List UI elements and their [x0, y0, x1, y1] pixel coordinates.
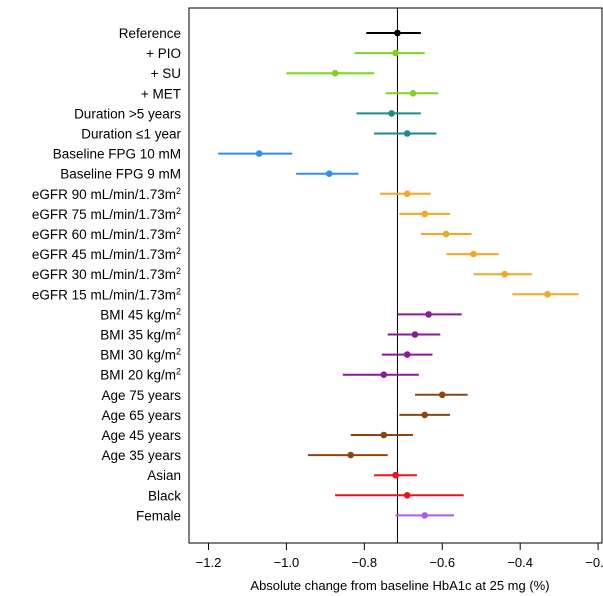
row-label-text: + MET	[141, 86, 181, 101]
point-estimate	[331, 69, 339, 77]
point-estimate	[421, 210, 429, 218]
point-estimate	[421, 411, 429, 419]
row-label: + SU	[151, 66, 181, 81]
row-label-text: Baseline FPG 9 mM	[60, 167, 181, 182]
point-estimate	[325, 170, 333, 177]
row-label: Duration >5 years	[74, 106, 181, 121]
row-label-text: Female	[136, 508, 181, 523]
row-label-text: BMI 45 kg/m	[100, 307, 176, 322]
point-estimate	[425, 311, 432, 318]
estimate-marks	[218, 29, 579, 519]
point-estimate	[442, 230, 450, 238]
row-label-text: Reference	[119, 26, 181, 41]
row-label: BMI 45 kg/m2	[100, 306, 181, 322]
x-tick-label: −0.4	[507, 555, 533, 570]
point-estimate	[411, 331, 419, 338]
row-label: Age 65 years	[101, 408, 181, 423]
row-label: BMI 30 kg/m2	[100, 347, 181, 363]
point-estimate	[403, 492, 411, 499]
row-label-text: eGFR 45 mL/min/1.73m	[32, 247, 176, 262]
point-estimate	[380, 431, 388, 439]
row-label-text: Asian	[147, 468, 181, 483]
row-label: Age 35 years	[101, 448, 181, 463]
row-label: BMI 35 kg/m2	[100, 327, 181, 343]
point-estimate	[394, 29, 401, 37]
row-label: Age 75 years	[101, 388, 181, 403]
row-label-text: Age 45 years	[101, 428, 181, 443]
row-label-text: Black	[148, 488, 181, 503]
row-labels: Reference + PIO + SU + MET Duration >5 years…	[32, 26, 182, 523]
row-label: + PIO	[146, 46, 181, 61]
row-label-superscript: 2	[176, 286, 181, 296]
point-estimate	[380, 371, 388, 379]
x-axis-title: Absolute change from baseline HbA1c at 2…	[250, 578, 549, 593]
row-label: eGFR 15 mL/min/1.73m2	[32, 286, 181, 302]
row-label-text: BMI 30 kg/m	[100, 348, 176, 363]
row-label-text: eGFR 30 mL/min/1.73m	[32, 267, 176, 282]
row-label-superscript: 2	[176, 246, 181, 256]
row-label-text: eGFR 60 mL/min/1.73m	[32, 227, 176, 242]
x-tick-label: −1.2	[196, 555, 222, 570]
row-label-superscript: 2	[176, 206, 181, 216]
row-label-text: + SU	[151, 66, 181, 81]
row-label-superscript: 2	[176, 367, 181, 377]
row-label-superscript: 2	[176, 226, 181, 236]
row-label: Age 45 years	[101, 428, 181, 443]
row-label-superscript: 2	[176, 186, 181, 196]
row-label-text: + PIO	[146, 46, 181, 61]
plot-frame	[188, 7, 603, 544]
point-estimate	[347, 451, 354, 459]
row-label: Reference	[119, 26, 181, 41]
row-label: BMI 20 kg/m2	[100, 367, 181, 383]
row-label-text: eGFR 75 mL/min/1.73m	[32, 207, 176, 222]
row-label: + MET	[141, 86, 181, 101]
x-axis: −1.2 −1.0 −0.8 −0.6 −0.4 −0.2	[196, 543, 603, 570]
row-label: eGFR 60 mL/min/1.73m2	[32, 226, 181, 242]
point-estimate	[409, 90, 417, 97]
point-estimate	[544, 291, 551, 298]
row-label-superscript: 2	[176, 327, 181, 337]
point-estimate	[392, 49, 399, 57]
point-estimate	[470, 250, 477, 258]
x-tick-label: −0.2	[585, 555, 603, 570]
row-label: Baseline FPG 9 mM	[60, 167, 181, 182]
row-label: Female	[136, 508, 181, 523]
row-label-text: Baseline FPG 10 mM	[53, 147, 181, 162]
point-estimate	[403, 351, 411, 358]
point-estimate	[388, 110, 395, 117]
row-label-text: eGFR 90 mL/min/1.73m	[32, 187, 176, 202]
row-label-text: Duration >5 years	[74, 106, 181, 121]
row-label-text: eGFR 15 mL/min/1.73m	[32, 287, 176, 302]
row-label-text: Age 65 years	[101, 408, 181, 423]
row-label: eGFR 45 mL/min/1.73m2	[32, 246, 181, 262]
point-estimate	[403, 130, 411, 137]
point-estimate	[255, 150, 263, 157]
point-estimate	[501, 270, 508, 278]
point-estimate	[438, 391, 446, 399]
row-label-text: BMI 20 kg/m	[100, 368, 176, 383]
point-estimate	[403, 190, 411, 198]
row-label: eGFR 75 mL/min/1.73m2	[32, 206, 181, 222]
x-tick-label: −1.0	[274, 555, 300, 570]
point-estimate	[421, 512, 429, 519]
row-label-superscript: 2	[176, 347, 181, 357]
row-label-superscript: 2	[176, 306, 181, 316]
x-tick-label: −0.6	[429, 555, 455, 570]
row-label-superscript: 2	[176, 266, 181, 276]
row-label: eGFR 30 mL/min/1.73m2	[32, 266, 181, 282]
row-label: Duration ≤1 year	[81, 127, 181, 142]
row-label-text: Duration ≤1 year	[81, 127, 181, 142]
row-label: Baseline FPG 10 mM	[53, 147, 181, 162]
row-label: eGFR 90 mL/min/1.73m2	[32, 186, 181, 202]
x-tick-label: −0.8	[351, 555, 377, 570]
point-estimate	[392, 471, 399, 479]
row-label: Asian	[147, 468, 181, 483]
row-label-text: Age 35 years	[101, 448, 181, 463]
row-label: Black	[148, 488, 181, 503]
row-label-text: Age 75 years	[101, 388, 181, 403]
row-label-text: BMI 35 kg/m	[100, 328, 176, 343]
